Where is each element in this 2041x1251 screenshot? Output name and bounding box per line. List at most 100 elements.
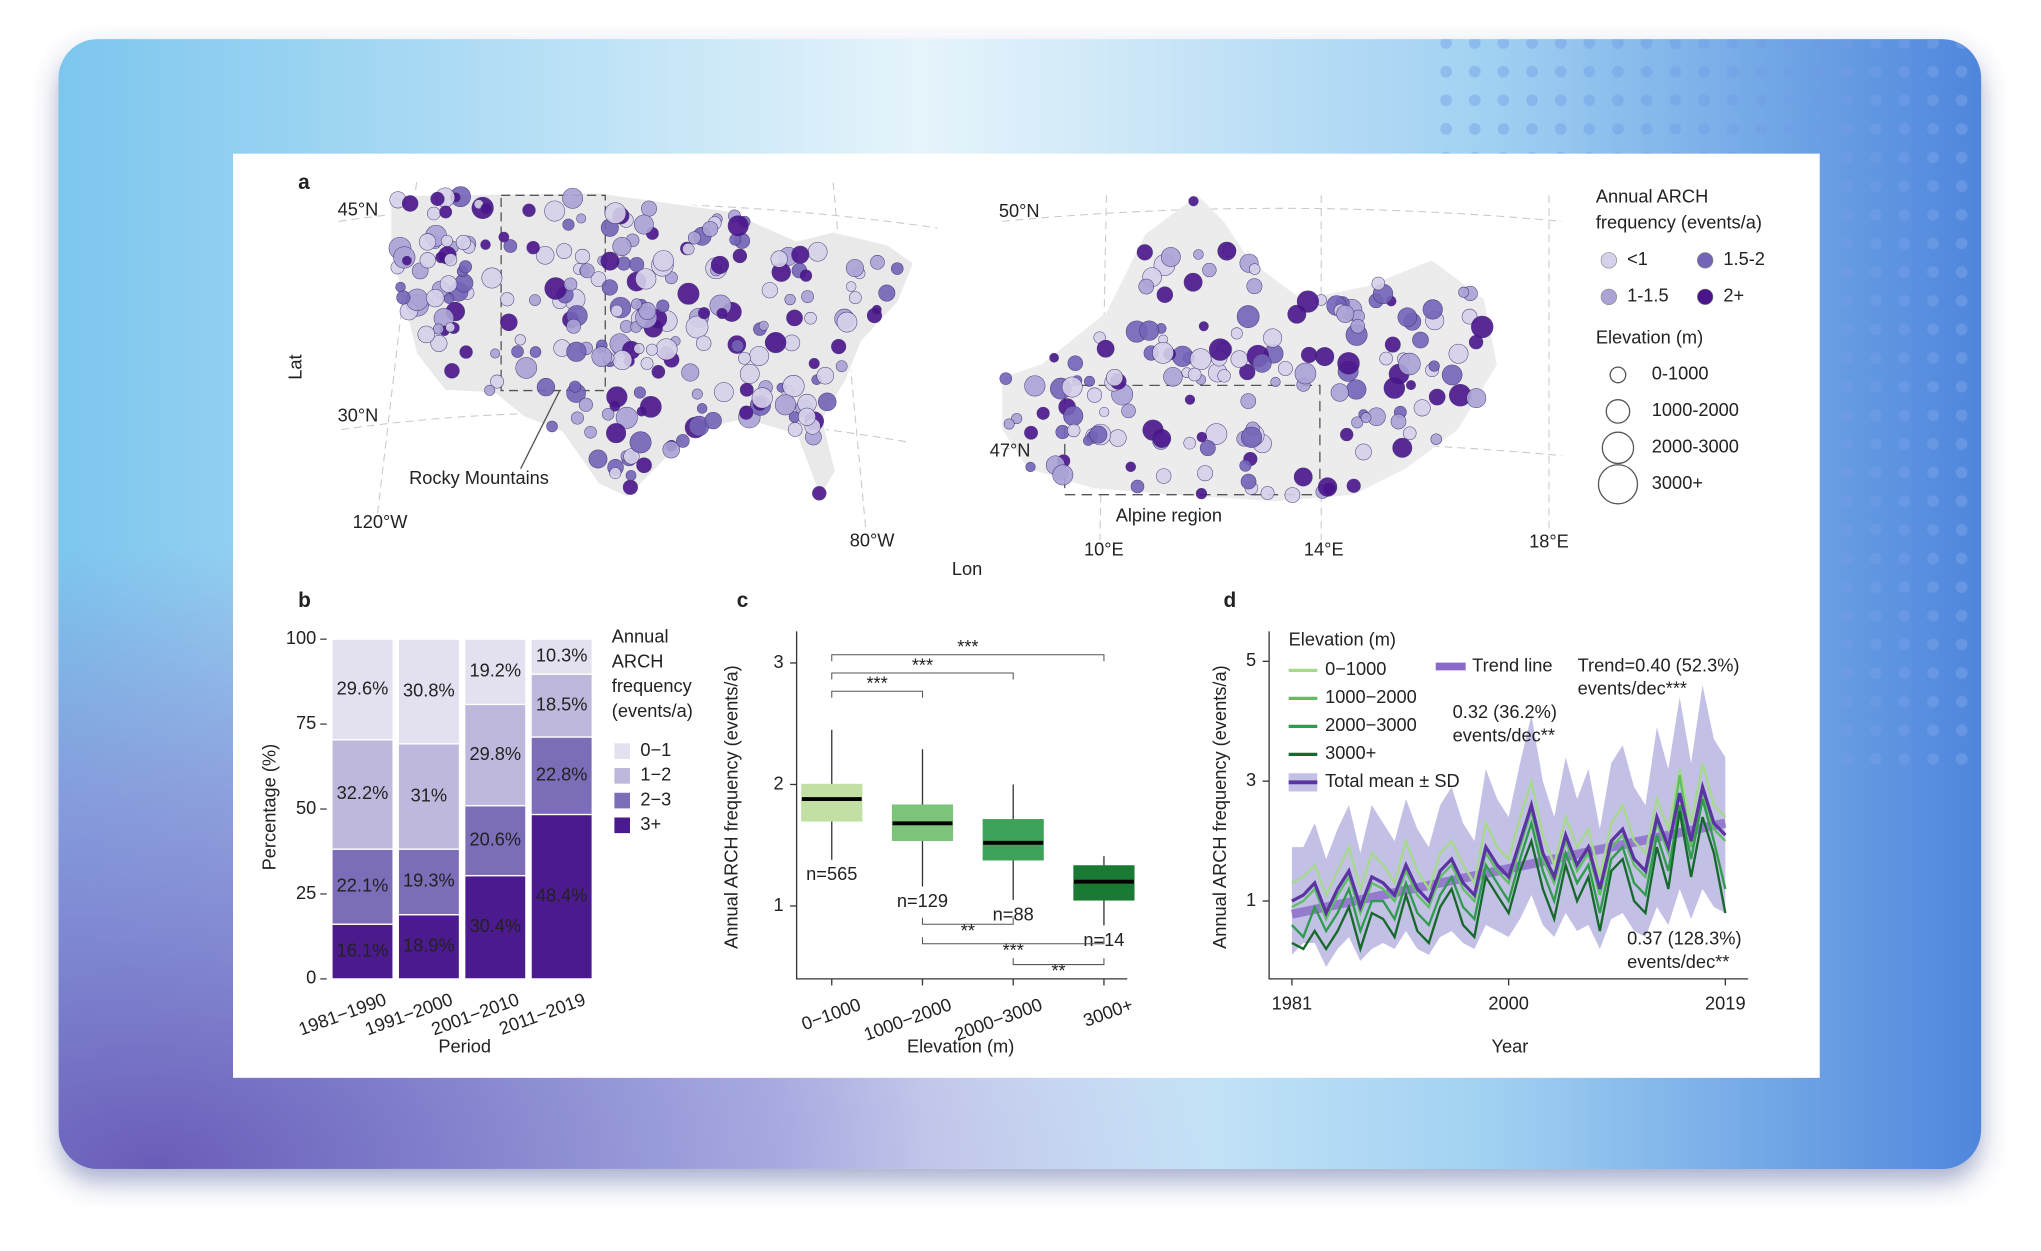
map-site xyxy=(610,304,623,318)
map-site xyxy=(1061,376,1083,398)
map-site xyxy=(1397,307,1418,328)
map-site xyxy=(1270,376,1281,388)
legend-title: Elevation (m) xyxy=(1596,327,1703,347)
map-site xyxy=(629,257,645,272)
map-site xyxy=(444,363,460,379)
map-site xyxy=(418,233,437,251)
map-site xyxy=(1156,286,1174,303)
map-site xyxy=(566,341,587,362)
map-site xyxy=(633,386,646,399)
map-site xyxy=(1217,369,1231,383)
map-site xyxy=(1024,425,1038,440)
map-site xyxy=(636,406,647,417)
map-site xyxy=(439,205,453,219)
map-site xyxy=(870,255,885,270)
map-site xyxy=(1230,350,1249,368)
legend-label: 2−3 xyxy=(640,789,671,809)
map-site xyxy=(439,275,458,293)
map-site xyxy=(569,380,582,393)
map-site xyxy=(427,206,441,221)
panel-label: b xyxy=(298,589,311,612)
map-site xyxy=(1430,433,1442,445)
map-site xyxy=(1202,262,1217,278)
legend-label: Trend line xyxy=(1472,655,1552,675)
map-site xyxy=(765,331,787,354)
map-site xyxy=(727,215,749,237)
map-site xyxy=(1277,361,1293,376)
map-site xyxy=(503,239,518,253)
lat-tick: 45°N xyxy=(338,200,379,220)
map-site xyxy=(498,231,510,243)
annotation: events/dec** xyxy=(1453,726,1555,746)
map-site xyxy=(835,360,848,373)
map-site xyxy=(1412,331,1429,349)
map-site xyxy=(402,255,412,266)
map-site xyxy=(1287,304,1307,324)
map-site xyxy=(770,250,788,268)
map-site xyxy=(419,252,436,269)
map-site xyxy=(455,234,471,250)
bar-segment xyxy=(397,743,461,850)
map-site xyxy=(1087,387,1103,403)
map-site xyxy=(1160,247,1181,267)
legend-size xyxy=(1609,366,1627,384)
map-site xyxy=(430,334,448,352)
map-site xyxy=(812,486,827,501)
map-site xyxy=(445,322,456,333)
map-site xyxy=(1263,328,1283,348)
map-site xyxy=(638,302,657,320)
map-site xyxy=(1428,360,1440,372)
legend-label: 0−1 xyxy=(640,740,671,760)
map-site xyxy=(1384,336,1401,353)
legend-swatch xyxy=(614,817,631,834)
map-site xyxy=(695,335,712,351)
map-site xyxy=(831,339,847,355)
bar-segment xyxy=(331,638,394,741)
map-site xyxy=(1189,348,1212,370)
map-site xyxy=(1152,429,1172,448)
map-site xyxy=(1130,479,1145,494)
data-label: 22.1% xyxy=(337,875,389,895)
n-label: n=129 xyxy=(897,891,948,911)
map-site xyxy=(591,346,613,367)
map-site xyxy=(522,203,536,217)
significance: *** xyxy=(1003,940,1024,960)
legend-swatch xyxy=(1697,288,1714,305)
map-site xyxy=(535,246,555,265)
map-site xyxy=(454,273,474,293)
map-site xyxy=(1406,380,1416,391)
lon-tick: 80°W xyxy=(850,530,896,550)
legend-label: 1-1.5 xyxy=(1627,286,1669,306)
map-site xyxy=(676,434,690,448)
map-site xyxy=(631,298,643,310)
map-site xyxy=(1346,478,1361,493)
legend-label: 2000−3000 xyxy=(1325,715,1417,735)
map-site xyxy=(652,250,674,272)
map-site xyxy=(459,345,473,359)
map-site xyxy=(687,231,701,245)
map-site xyxy=(600,251,620,271)
map-site xyxy=(677,282,700,305)
map-site xyxy=(1067,355,1083,371)
map-site xyxy=(685,315,709,339)
map-site xyxy=(1428,388,1446,406)
map-site xyxy=(641,200,657,217)
map-site xyxy=(739,382,754,397)
map-site xyxy=(1096,339,1115,358)
bar-segment xyxy=(397,638,461,745)
map-site xyxy=(574,248,591,265)
bracket xyxy=(831,654,1105,662)
map-site xyxy=(529,346,542,358)
bar-segment xyxy=(530,813,593,980)
panel-label: a xyxy=(298,171,310,194)
map-site xyxy=(601,407,615,421)
map-site xyxy=(1240,393,1257,409)
map-site xyxy=(845,281,857,292)
legend-label: 0−1000 xyxy=(1325,659,1386,679)
map-site xyxy=(999,372,1013,385)
data-label: 10.3% xyxy=(536,645,588,665)
map-site xyxy=(1402,426,1417,441)
map-site xyxy=(432,323,444,335)
map-site xyxy=(1121,403,1136,419)
map-site xyxy=(774,394,796,416)
